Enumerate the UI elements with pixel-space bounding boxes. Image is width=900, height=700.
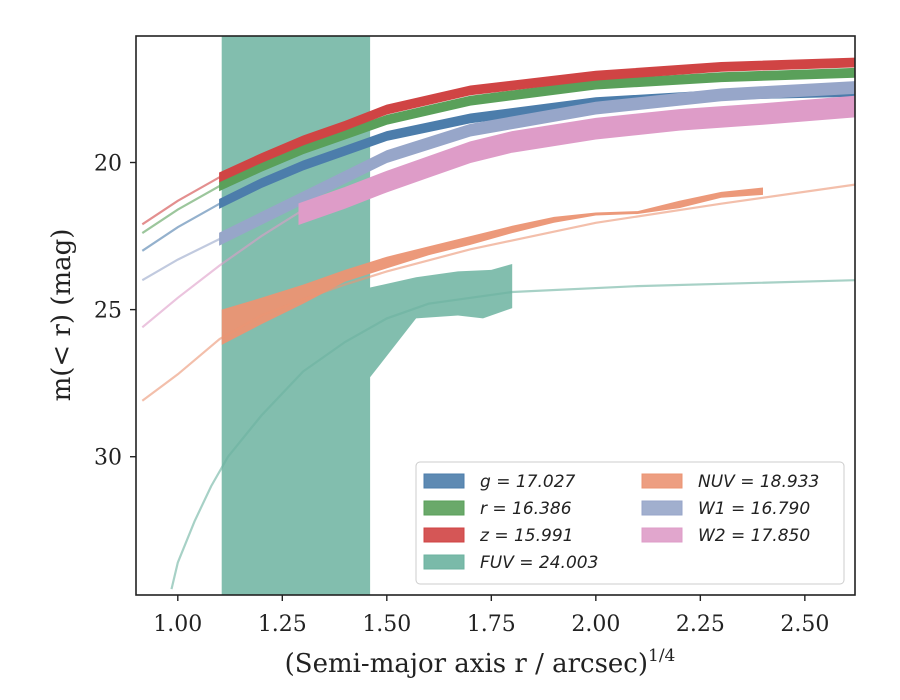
- legend-label-z: z = 15.991: [479, 526, 573, 546]
- legend-label-r: r = 16.386: [480, 499, 572, 519]
- y-tick-label: 20: [94, 152, 122, 177]
- x-axis: 1.00 1.25 1.50 1.75 2.00 2.25 2.50: [153, 595, 829, 637]
- legend-label-fuv: FUV = 24.003: [480, 553, 598, 573]
- series-fuv-band: [221, 36, 513, 595]
- series-nuv-extrapolation: [141, 183, 855, 402]
- legend-swatch-r: [423, 500, 465, 516]
- y-tick-label: 30: [94, 446, 122, 471]
- series-z-band: [219, 57, 855, 183]
- legend-swatch-nuv: [641, 473, 683, 489]
- series-g-band: [219, 86, 855, 209]
- plot-area: [141, 36, 855, 595]
- legend-swatch-g: [423, 473, 465, 489]
- legend-swatch-fuv: [423, 554, 465, 570]
- legend-label-w2: W2 = 17.850: [698, 526, 810, 546]
- y-tick-label: 25: [94, 299, 122, 324]
- legend-box: [415, 461, 845, 585]
- legend-label-nuv: NUV = 18.933: [698, 472, 819, 492]
- x-tick-label: 2.25: [676, 612, 725, 637]
- x-tick-label: 1.75: [467, 612, 516, 637]
- y-axis: 20 25 30: [94, 152, 136, 471]
- legend-swatch-w1: [641, 500, 683, 516]
- legend-swatch-z: [423, 527, 465, 543]
- series-w2-band: [298, 95, 855, 226]
- x-tick-label: 2.50: [780, 612, 829, 637]
- x-axis-label-exponent: 1/4: [648, 646, 675, 666]
- legend-swatch-w2: [641, 527, 683, 543]
- y-axis-label: m(< r) (mag): [47, 229, 77, 402]
- x-tick-label: 1.25: [258, 612, 307, 637]
- x-tick-label: 2.00: [571, 612, 620, 637]
- legend: g = 17.027 r = 16.386 z = 15.991 FUV = 24.0…: [415, 461, 845, 585]
- x-tick-label: 1.00: [153, 612, 202, 637]
- series-fuv-extrapolation: [170, 279, 855, 590]
- plot-frame: [135, 35, 856, 596]
- x-tick-label: 1.50: [362, 612, 411, 637]
- legend-label-w1: W1 = 16.790: [698, 499, 810, 519]
- legend-label-g: g = 17.027: [480, 472, 576, 492]
- x-axis-label: (Semi-major axis r / arcsec)1/4: [285, 646, 676, 679]
